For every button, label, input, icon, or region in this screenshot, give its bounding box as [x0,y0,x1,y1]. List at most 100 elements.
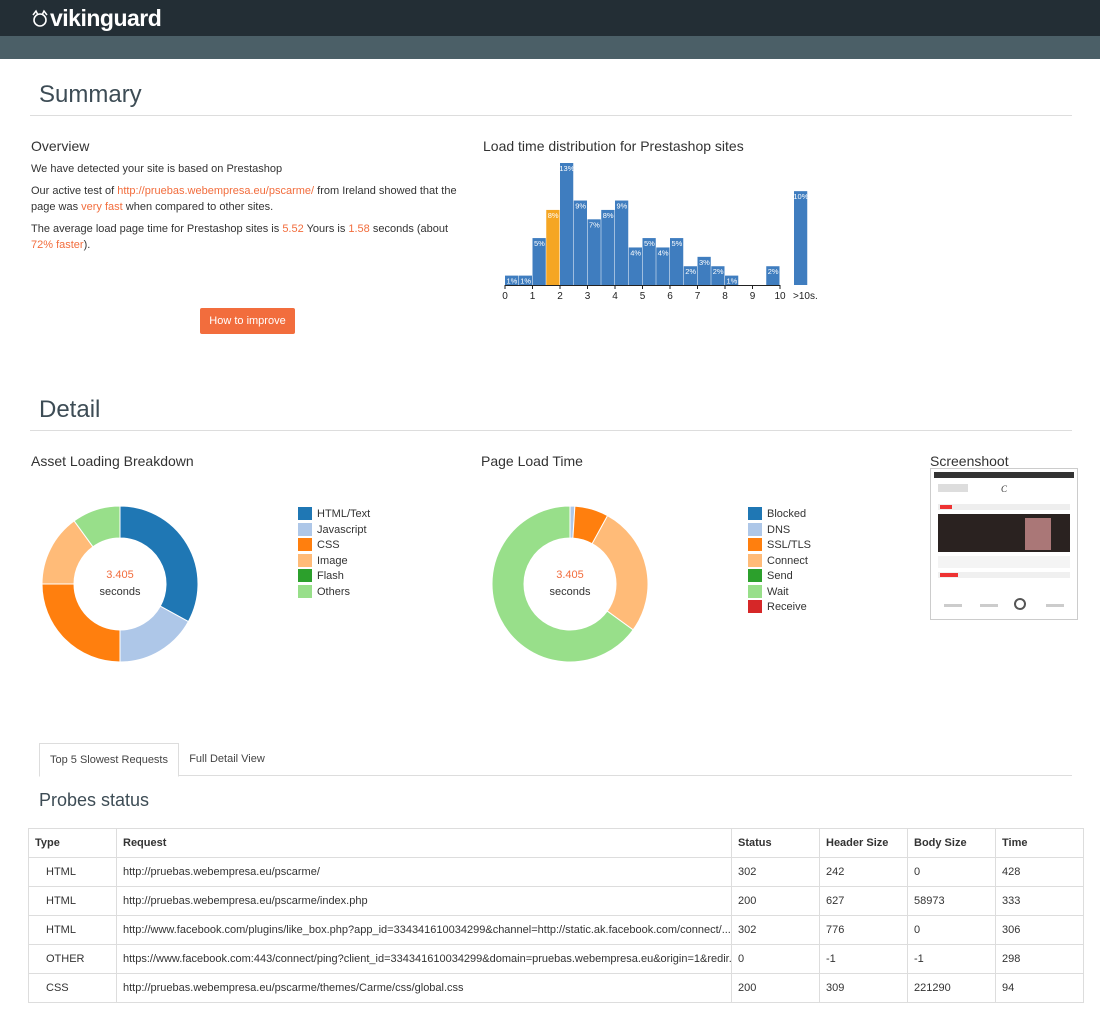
text: when compared to other sites. [122,201,274,213]
histogram-bar [518,275,532,285]
table-cell: 333 [995,886,1084,916]
legend-swatch [298,522,312,536]
center-unit: seconds [550,586,591,598]
value-label: 1% [726,277,737,286]
value-label: 5% [534,239,545,248]
table-cell: http://pruebas.webempresa.eu/pscarme/the… [116,973,732,1003]
table-cell: -1 [907,944,996,974]
legend-label: Others [317,585,351,598]
x-tick-label: 4 [612,291,618,302]
legend-item: CSS [298,538,370,554]
column-header: Time [995,828,1084,858]
x-tick-label: 3 [585,291,591,302]
text: Our active test of [31,185,118,197]
improve-button[interactable]: How to improve [200,308,295,334]
table-cell: http://www.facebook.com/plugins/like_box… [116,915,732,945]
value-label: 2% [713,267,724,276]
probes-table: Type Request Status Header Size Body Size Tim… [28,828,1084,1003]
legend-item: Receive [748,600,811,616]
detail-title: Detail [39,396,101,423]
tab[interactable]: Full Detail View [189,753,265,765]
paragraph: The average load page time for Prestasho… [31,221,461,253]
donut-chart: 3.405 seconds [41,505,199,663]
screenshot[interactable]: C [930,468,1078,620]
table-cell: 309 [819,973,908,1003]
histogram-bar [670,238,684,285]
value-label: 8% [603,211,614,220]
legend-label: Flash [317,570,344,582]
histogram-bar [656,247,670,285]
legend-swatch [748,553,762,567]
legend-label: SSL/TLS [767,539,812,551]
logo[interactable]: vikinguard [30,5,162,32]
histogram-bar [642,238,656,285]
value-label: 4% [658,248,669,257]
legend-label: Wait [767,585,789,598]
value-label: 4% [630,248,641,257]
table-cell: 428 [995,857,1084,887]
legend: Blocked DNS SSL/TLS Connect Send Wait Receive [748,507,811,616]
donut-title: Asset Loading Breakdown [31,453,194,469]
table-cell: 302 [731,857,820,887]
table-row: HTML http://pruebas.webempresa.eu/pscarme… [28,886,1084,916]
donut-chart: 3.405 seconds [491,505,649,663]
legend-label: HTML/Text [317,508,371,520]
donut-slice [591,514,649,631]
legend-label: Blocked [767,508,807,520]
table-cell: CSS [28,973,117,1003]
table-cell: 200 [731,973,820,1003]
histogram-title: Load time distribution for Prestashop si… [483,138,744,154]
donut-slice [491,505,634,663]
donut-slice [73,505,121,548]
column-header: Type [28,828,117,858]
table-cell: 302 [731,915,820,945]
histogram-bar [725,275,739,285]
table-title: Probes status [39,790,150,810]
histogram-bar [697,256,711,285]
logo-text: vikinguard [50,5,162,31]
text: The average load page time for Prestasho… [31,223,283,235]
legend-label: Image [317,554,348,567]
table-cell: 58973 [907,886,996,916]
histogram-bar [587,219,601,285]
highlight: http://pruebas.webempresa.eu/pscarme/ [117,185,315,197]
divider [30,430,1072,431]
highlight: 1.58 [348,223,370,235]
legend-label: Send [767,570,793,582]
table-cell: 306 [995,915,1084,945]
table-cell: 0 [907,915,996,945]
highlight: very fast [81,201,123,213]
legend-label: Receive [767,601,807,613]
table-row: HTML http://pruebas.webempresa.eu/pscarme… [28,857,1084,887]
legend-swatch [748,600,762,613]
legend-item: Connect [748,553,811,570]
legend-label: CSS [317,539,340,551]
tab-line [39,775,1072,776]
column-header: Request [116,828,732,858]
legend-item: Blocked [748,507,811,523]
table-row: OTHER https://www.facebook.com:443/connec… [28,944,1084,974]
center-unit: seconds [100,586,141,598]
overview-text: We have detected your site is based on P… [31,161,461,259]
histogram-bar [711,266,725,285]
legend-item: Others [298,584,370,601]
table-cell: 94 [995,973,1084,1003]
x-tick-label: 0 [502,291,508,302]
sub-bar [0,36,1100,59]
divider [30,115,1072,116]
tab[interactable]: Top 5 Slowest Requests [39,743,179,777]
histogram-bar [683,266,697,285]
histogram-bar [505,275,519,285]
x-tick-label: 8 [722,291,728,302]
table-cell: 0 [731,944,820,974]
histogram-bar [794,191,808,285]
table-cell: https://www.facebook.com:443/connect/pin… [116,944,732,974]
center-value: 3.405 [556,569,584,581]
x-tick-label: 7 [695,291,701,302]
legend-swatch [298,538,312,551]
paragraph: Our active test of http://pruebas.webemp… [31,183,461,215]
center-value: 3.405 [106,569,134,581]
column-header: Status [731,828,820,858]
table-cell: HTML [28,857,117,887]
value-label: 9% [575,202,586,211]
